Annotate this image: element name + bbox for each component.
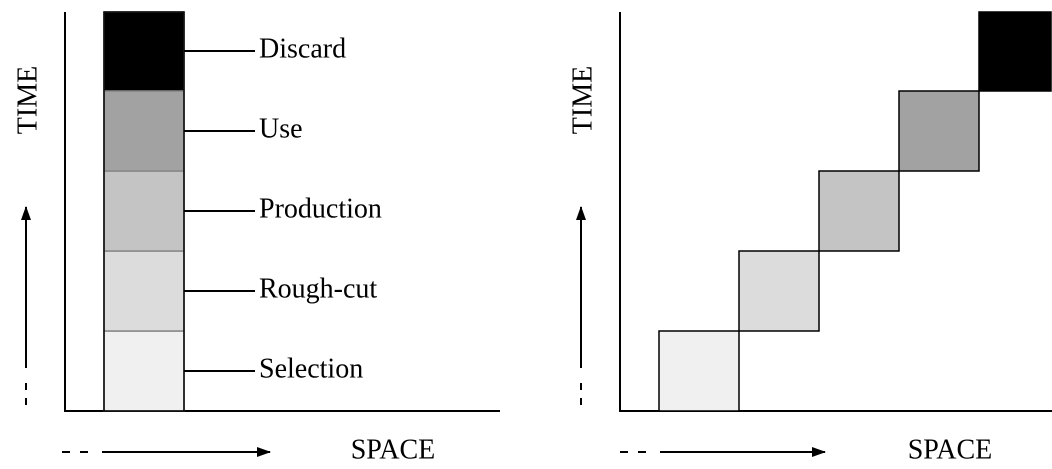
stage-block — [103, 90, 185, 172]
x-label: SPACE — [908, 434, 993, 465]
stage-block — [738, 250, 820, 332]
column-outline — [103, 11, 185, 412]
left-axes — [64, 12, 500, 412]
stage-label: Rough-cut — [259, 273, 377, 304]
x-label: SPACE — [351, 434, 436, 465]
stage-block — [818, 170, 900, 252]
stage-block — [103, 11, 185, 92]
stage-label: Discard — [259, 33, 346, 64]
stage-block — [658, 330, 740, 412]
y-label: TIME — [12, 66, 43, 134]
stage-label: Use — [259, 113, 303, 144]
stage-label: Production — [259, 193, 382, 224]
stage-block — [103, 170, 185, 252]
stage-label: Selection — [259, 353, 363, 384]
right-axes — [619, 12, 1052, 412]
y-label: TIME — [567, 66, 598, 134]
stage-block — [103, 330, 185, 412]
stage-block — [978, 11, 1052, 92]
stage-block — [898, 90, 980, 172]
stage-block — [103, 250, 185, 332]
